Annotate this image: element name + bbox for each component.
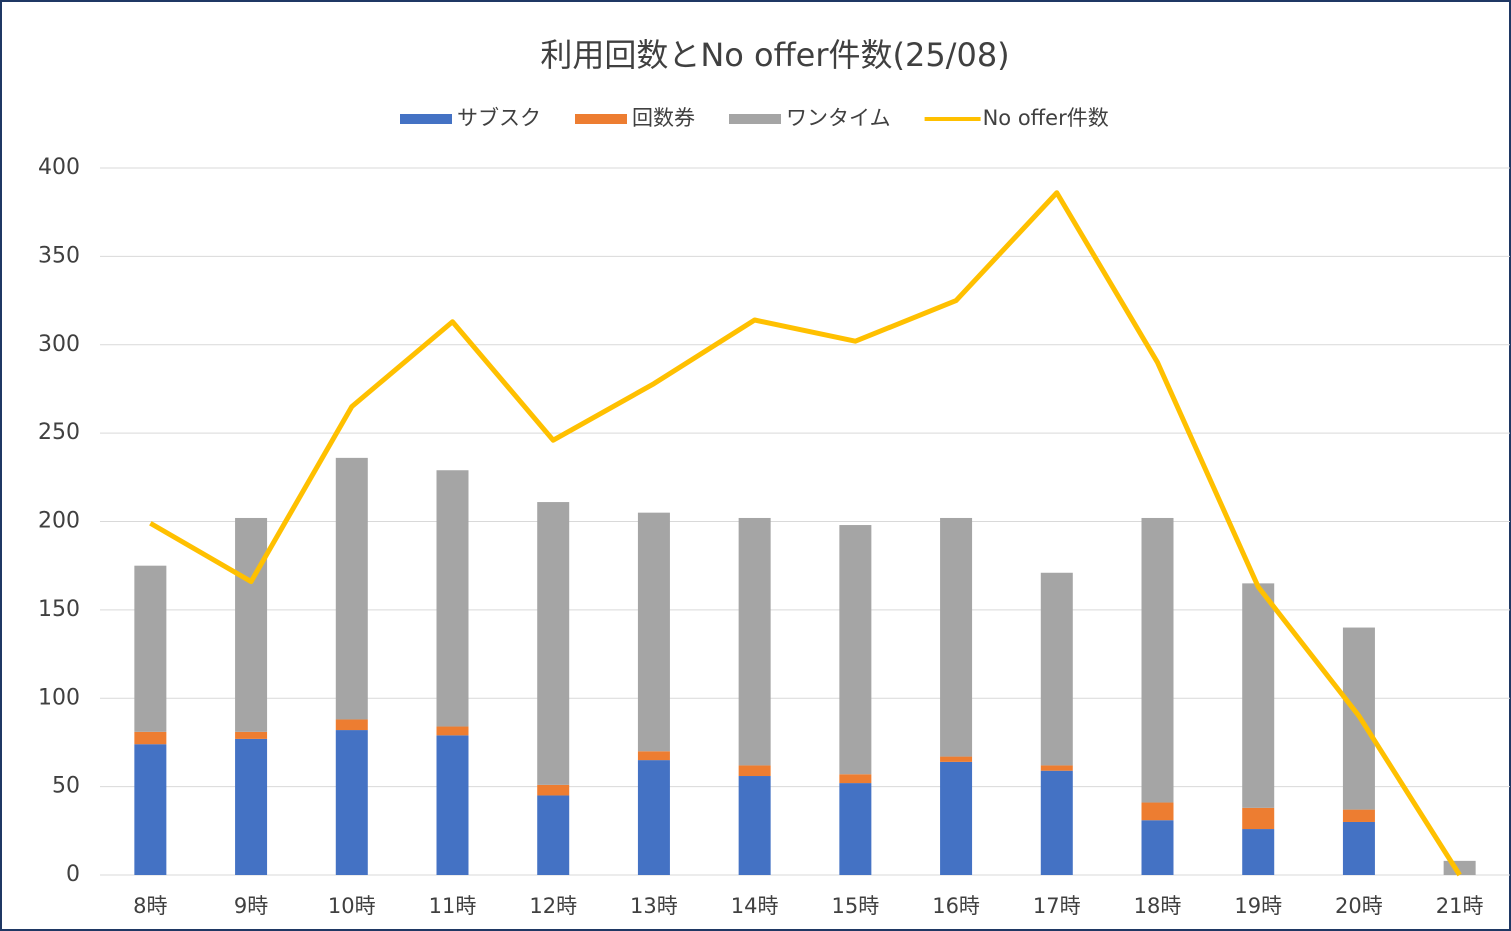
bar-segment xyxy=(1242,807,1275,830)
x-tick-label: 19時 xyxy=(1234,894,1282,918)
bar-segment xyxy=(738,517,771,766)
bar-segment xyxy=(1342,821,1375,875)
bar-segment xyxy=(1242,583,1275,808)
bar-segment xyxy=(335,719,368,731)
bar-segment xyxy=(235,517,268,732)
y-tick-label: 100 xyxy=(38,685,80,710)
y-tick-label: 250 xyxy=(38,420,80,445)
y-tick-label: 0 xyxy=(66,862,80,887)
y-tick-label: 200 xyxy=(38,509,80,534)
bar-segment xyxy=(940,756,973,762)
x-tick-label: 12時 xyxy=(529,894,577,918)
y-tick-label: 150 xyxy=(38,597,80,622)
bar-segment xyxy=(134,731,167,745)
bar-segment xyxy=(335,730,368,875)
x-tick-label: 21時 xyxy=(1436,894,1484,918)
bar-segment xyxy=(235,738,268,875)
bar-segment xyxy=(839,774,872,784)
legend-label: サブスク xyxy=(457,106,541,130)
x-tick-label: 11時 xyxy=(429,894,477,918)
bar-segment xyxy=(1141,820,1174,875)
bar-segment xyxy=(637,512,670,752)
bar-segment xyxy=(235,731,268,739)
x-tick-label: 8時 xyxy=(133,894,167,918)
bar-segment xyxy=(335,457,368,720)
bar-segment xyxy=(637,751,670,761)
bar-segment xyxy=(134,565,167,732)
bar-segment xyxy=(839,525,872,775)
bar-segment xyxy=(436,735,469,875)
x-tick-label: 18時 xyxy=(1134,894,1182,918)
x-tick-label: 13時 xyxy=(630,894,678,918)
x-tick-label: 17時 xyxy=(1033,894,1081,918)
x-tick-label: 9時 xyxy=(234,894,268,918)
y-tick-label: 50 xyxy=(52,774,80,799)
bar-segment xyxy=(1141,517,1174,803)
bar-segment xyxy=(637,760,670,875)
bar-segment xyxy=(436,470,469,727)
legend-label: 回数券 xyxy=(632,106,695,130)
legend-swatch xyxy=(575,114,627,124)
bar-segment xyxy=(839,783,872,875)
bar-segment xyxy=(738,776,771,875)
legend-label: No offer件数 xyxy=(983,106,1109,130)
y-tick-label: 300 xyxy=(38,332,80,357)
bar-segment xyxy=(537,795,570,875)
x-tick-label: 16時 xyxy=(932,894,980,918)
bar-segment xyxy=(1141,802,1174,821)
bar-segment xyxy=(537,784,570,796)
y-tick-label: 350 xyxy=(38,243,80,268)
bar-segment xyxy=(1342,809,1375,822)
y-tick-label: 400 xyxy=(38,155,80,180)
legend-label: ワンタイム xyxy=(786,106,891,130)
line-series xyxy=(149,190,1462,877)
x-tick-label: 20時 xyxy=(1335,894,1383,918)
x-tick-label: 10時 xyxy=(328,894,376,918)
bar-segment xyxy=(940,761,973,875)
bar-segment xyxy=(537,502,570,785)
x-tick-label: 15時 xyxy=(831,894,879,918)
chart-title: 利用回数とNo offer件数(25/08) xyxy=(540,36,1009,74)
bar-segment xyxy=(1040,572,1073,766)
legend-swatch xyxy=(400,114,452,124)
bar-segment xyxy=(940,517,973,757)
bar-segment xyxy=(134,744,167,875)
legend-swatch xyxy=(729,114,781,124)
bar-segment xyxy=(1242,829,1275,875)
bar-segment xyxy=(1040,765,1073,771)
bar-segment xyxy=(436,726,469,736)
bar-segment xyxy=(1040,770,1073,875)
bar-segment xyxy=(738,765,771,777)
x-tick-label: 14時 xyxy=(731,894,779,918)
